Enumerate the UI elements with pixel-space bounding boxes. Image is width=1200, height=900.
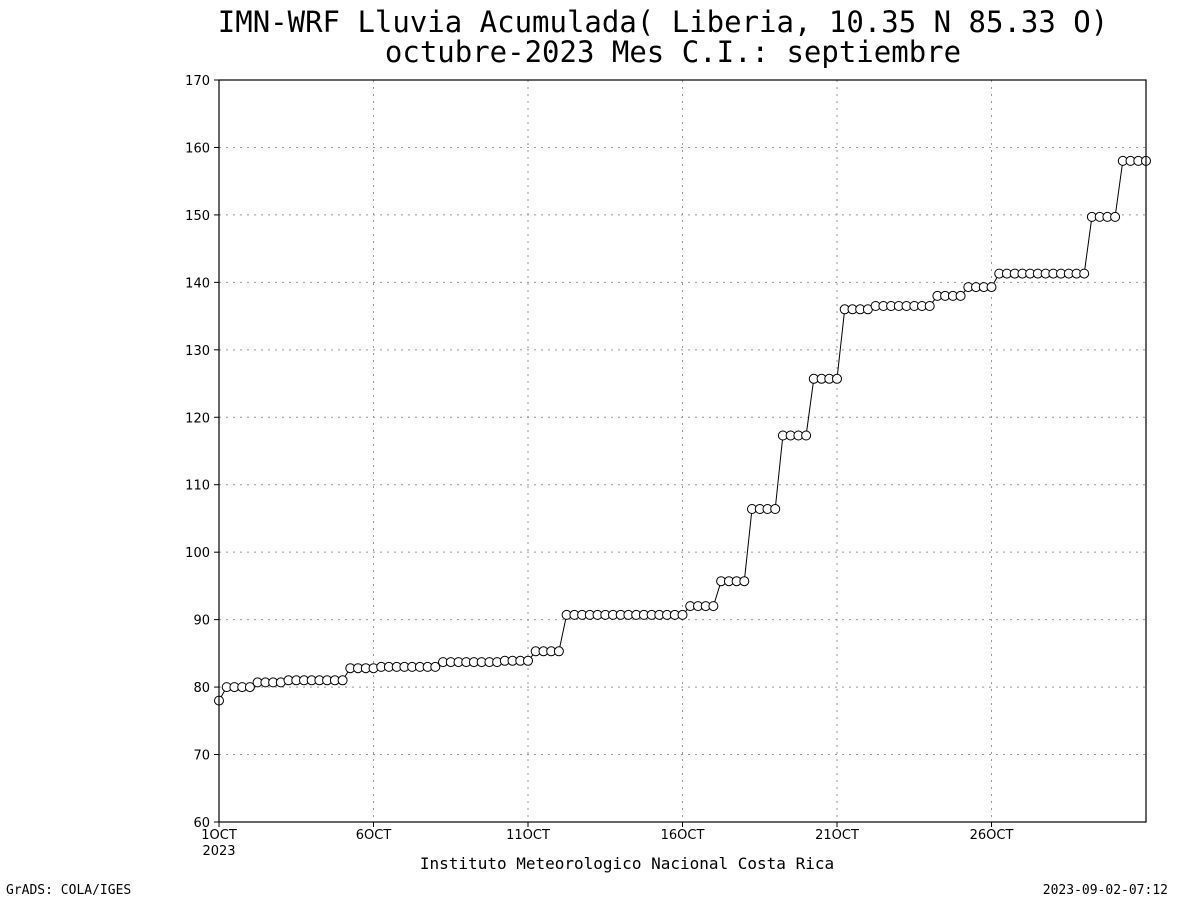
data-point	[677, 609, 688, 620]
y-tick-label: 70	[193, 749, 210, 764]
y-tick-label: 160	[185, 141, 210, 156]
footer-right: 2023-09-02-07:12	[1043, 883, 1168, 898]
x-tick-label: 26OCT	[970, 828, 1014, 843]
grid-lines	[219, 80, 1146, 822]
x-tick-label: 6OCT	[356, 828, 392, 843]
data-point	[244, 682, 255, 693]
data-point	[955, 290, 966, 301]
x-tick-label: 11OCT	[506, 828, 550, 843]
data-point	[801, 430, 812, 441]
y-axis: 60 70 80 90 100 110 120 130 140 150 160 170	[185, 74, 219, 831]
chart-title: IMN-WRF Lluvia Acumulada( Liberia, 10.35…	[218, 5, 1108, 39]
data-point	[770, 504, 781, 514]
data-point	[1110, 211, 1121, 222]
y-tick-label: 90	[193, 614, 210, 629]
x-tick-label: 21OCT	[815, 828, 859, 843]
y-tick-label: 140	[185, 276, 210, 291]
x-axis-label: Instituto Meteorologico Nacional Costa R…	[420, 854, 834, 873]
data-point	[739, 576, 750, 587]
series-accumulated-rain	[214, 155, 1151, 706]
data-point	[523, 655, 533, 666]
data-point	[553, 646, 564, 657]
data-point	[832, 373, 842, 384]
chart-subtitle: octubre-2023 Mes C.I.: septiembre	[385, 35, 961, 69]
y-tick-label: 60	[193, 816, 210, 831]
data-point	[337, 675, 348, 686]
x-tick-label: 16OCT	[661, 828, 705, 843]
plot-frame	[218, 79, 1147, 823]
data-point	[986, 282, 997, 293]
data-point	[708, 601, 719, 612]
data-point	[924, 301, 935, 311]
y-tick-label: 170	[185, 74, 210, 89]
data-point	[1079, 268, 1090, 279]
y-tick-label: 100	[185, 546, 210, 561]
x-tick-sublabel: 2023	[202, 844, 235, 859]
y-tick-label: 150	[185, 209, 210, 224]
y-tick-label: 110	[185, 479, 210, 494]
x-tick-label: 1OCT	[201, 828, 237, 843]
y-tick-label: 130	[185, 344, 210, 359]
footer-left: GrADS: COLA/IGES	[6, 883, 131, 898]
y-tick-label: 120	[185, 411, 210, 426]
data-point	[430, 661, 441, 672]
y-tick-label: 80	[193, 681, 210, 696]
